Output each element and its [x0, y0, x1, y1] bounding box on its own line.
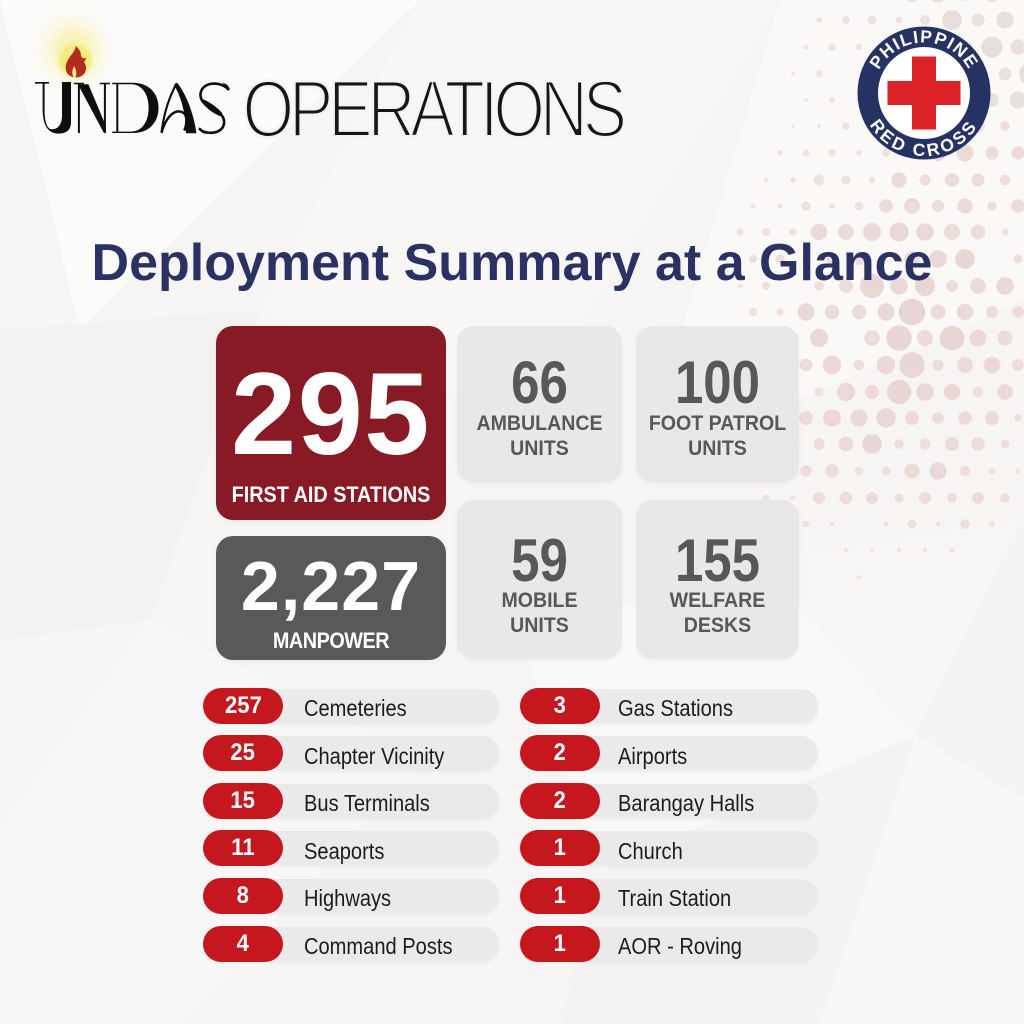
svg-text:OPERATIONS: OPERATIONS	[243, 63, 628, 154]
